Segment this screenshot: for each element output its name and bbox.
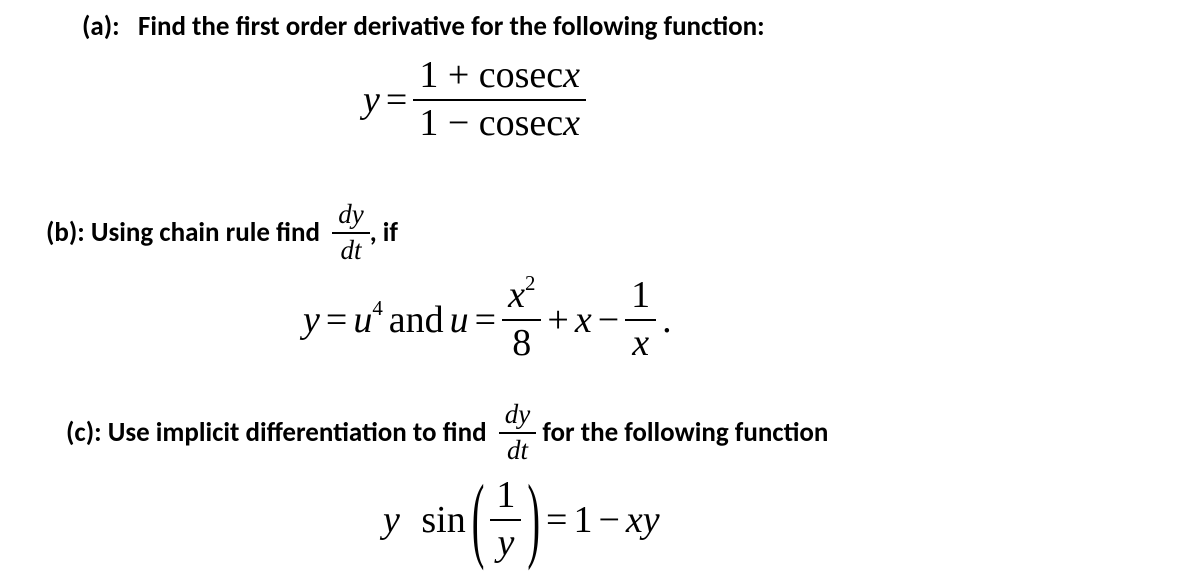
eq-a-equals: = (386, 78, 407, 122)
eq-a-den-1: 1 (419, 102, 438, 144)
part-c-text-post: for the following function (542, 416, 828, 449)
eq-c-rparen: ) (527, 465, 540, 575)
eq-b-u: u (353, 299, 372, 341)
part-a-label: (a): (82, 10, 120, 43)
eq-b-u2: u (450, 298, 469, 342)
eq-b-t1-x: x (508, 274, 525, 316)
eq-c-inner-num: 1 (490, 475, 521, 517)
part-b-frac-den: dt (332, 236, 369, 266)
part-a-equation: y = 1 + cosecx 1 − cosecx (360, 55, 589, 145)
eq-a-num-fn: cosec (479, 54, 563, 96)
eq-c-rhs-1: 1 (573, 498, 592, 542)
eq-a-num-op: + (448, 54, 469, 96)
eq-c-inner-den: y (490, 523, 521, 565)
part-c-dy-dt: dy dt (499, 400, 536, 465)
eq-a-num-1: 1 (419, 54, 438, 96)
part-c-equation: y sin ( 1 y ) = 1 − xy (380, 475, 663, 565)
eq-b-eq2: = (475, 298, 496, 342)
eq-b-t1-exp: 2 (525, 271, 535, 295)
eq-b-eq1: = (326, 298, 347, 342)
eq-c-rhs-xy: xy (626, 498, 660, 542)
eq-b-x: x (575, 298, 592, 342)
part-b-text-post: , if (370, 216, 398, 249)
eq-c-inner-frac: 1 y (490, 475, 521, 565)
part-b-prompt: (b): Using chain rule find dy dt , if (46, 200, 398, 265)
part-a-text: Find the first order derivative for the … (138, 10, 765, 43)
eq-a-num-arg: x (563, 54, 580, 96)
eq-c-rhs-minus: − (598, 498, 619, 542)
eq-b-plus: + (547, 298, 568, 342)
part-c-frac-den: dt (499, 436, 536, 466)
part-b-label: (b): (46, 216, 85, 249)
part-c-frac-num: dy (499, 400, 536, 430)
part-b-frac-num: dy (332, 200, 369, 230)
part-a-prompt: (a): Find the first order derivative for… (82, 10, 765, 43)
eq-a-den-fn: cosec (479, 102, 563, 144)
eq-b-t3-num: 1 (625, 275, 656, 317)
problem-sheet: (a): Find the first order derivative for… (0, 0, 1200, 583)
eq-a-fraction: 1 + cosecx 1 − cosecx (413, 55, 586, 145)
eq-b-u-exp: 4 (372, 296, 382, 320)
eq-a-den-op: − (448, 102, 469, 144)
eq-a-den-arg: x (563, 102, 580, 144)
eq-c-lparen: ( (472, 465, 485, 575)
eq-b-term1: x2 8 (502, 275, 541, 365)
part-b-equation: y = u4 and u = x2 8 + x − 1 x . (300, 275, 675, 365)
eq-b-t1-den: 8 (502, 323, 541, 365)
eq-c-sin: sin (421, 498, 465, 542)
eq-b-t3-den: x (625, 323, 656, 365)
part-b-text-pre: Using chain rule find (91, 216, 320, 249)
part-c-label: (c): (66, 416, 102, 449)
part-c-text-pre: Use implicit differentiation to find (108, 416, 487, 449)
eq-b-and: and (389, 298, 444, 342)
part-b-dy-dt: dy dt (332, 200, 369, 265)
eq-a-lhs: y (363, 78, 380, 122)
eq-b-period: . (662, 298, 672, 342)
eq-b-term3: 1 x (625, 275, 656, 365)
eq-c-equals: = (546, 498, 567, 542)
eq-b-minus: − (598, 298, 619, 342)
part-c-prompt: (c): Use implicit differentiation to fin… (66, 400, 828, 465)
eq-b-y: y (303, 298, 320, 342)
eq-c-y: y (383, 498, 400, 542)
